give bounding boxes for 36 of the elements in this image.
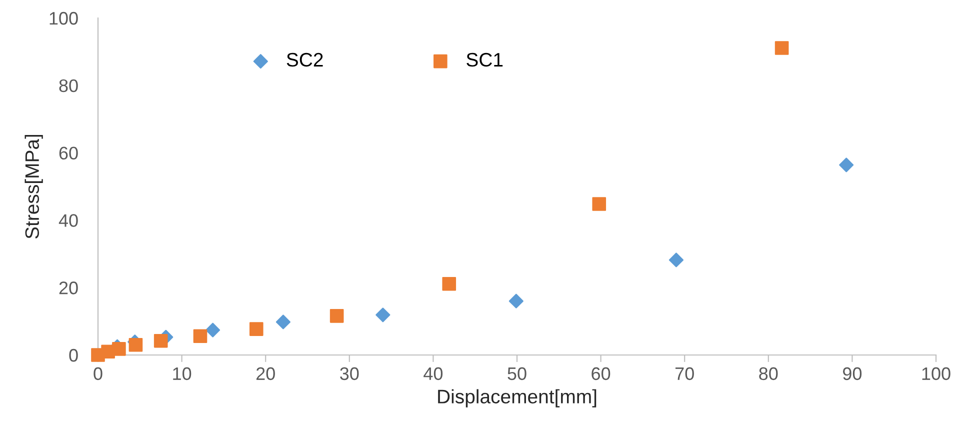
x-tick-label: 30	[340, 367, 359, 380]
x-tick-label: 100	[922, 367, 950, 380]
y-tick-label: 60	[59, 146, 78, 160]
y-tick-label: 80	[59, 79, 78, 92]
point	[668, 252, 684, 268]
legend-label: SC1	[466, 52, 503, 67]
point	[249, 322, 264, 336]
point	[112, 342, 126, 356]
point	[330, 309, 344, 323]
point	[839, 158, 854, 172]
x-tick-label: 80	[759, 367, 778, 380]
x-tick-label: 70	[675, 367, 694, 380]
x-tick-label: 60	[592, 367, 610, 380]
x-tick-label: 50	[508, 367, 526, 380]
point	[128, 338, 143, 352]
point	[508, 294, 524, 308]
point	[592, 197, 606, 211]
x-axis-title: Displacement[mm]	[438, 389, 596, 408]
y-tick-label: 0	[69, 348, 78, 362]
y-tick-label: 100	[50, 12, 78, 25]
point	[206, 322, 220, 338]
x-tick-label: 10	[173, 367, 192, 380]
point	[154, 334, 168, 348]
x-tick-label: 20	[256, 367, 275, 380]
legend-label: SC2	[286, 52, 323, 67]
point	[774, 41, 789, 55]
x-tick-label: 40	[424, 367, 443, 380]
point	[193, 329, 208, 344]
point	[442, 276, 456, 291]
point	[376, 308, 390, 322]
y-axis-title: Stress[MPa]	[24, 134, 43, 239]
x-tick-label: 0	[94, 367, 102, 380]
y-tick-label: 40	[58, 214, 78, 227]
x-tick-label: 90	[843, 367, 862, 380]
point	[276, 314, 290, 330]
y-tick-label: 20	[59, 282, 78, 294]
